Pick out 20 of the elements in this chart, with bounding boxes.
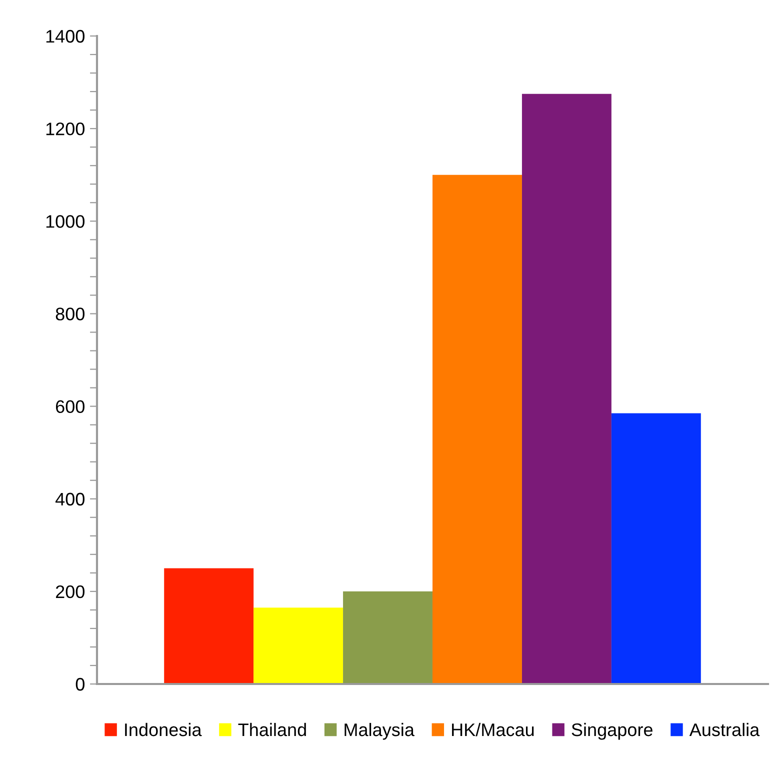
legend-label: HK/Macau (452, 722, 534, 736)
y-tick-label: 200 (56, 585, 84, 598)
y-tick-label: 600 (56, 400, 84, 414)
bar (611, 413, 701, 684)
legend-label: Australia (689, 722, 760, 736)
bar (343, 591, 432, 684)
y-tick-label: 1400 (46, 30, 84, 43)
legend-label: Singapore (572, 722, 652, 740)
y-tick-label: 0 (76, 678, 84, 691)
legend-label: Thailand (238, 722, 306, 736)
bar (522, 94, 612, 684)
bar (254, 608, 344, 684)
bar (432, 174, 522, 684)
y-tick-label: 400 (55, 492, 84, 506)
bar (164, 568, 254, 684)
legend-label: Malaysia (344, 722, 414, 740)
y-tick-label: 1200 (46, 122, 84, 136)
y-tick-label: 800 (56, 308, 84, 320)
y-tick-label: 1000 (46, 215, 84, 228)
legend-label: Indonesia (125, 722, 202, 736)
